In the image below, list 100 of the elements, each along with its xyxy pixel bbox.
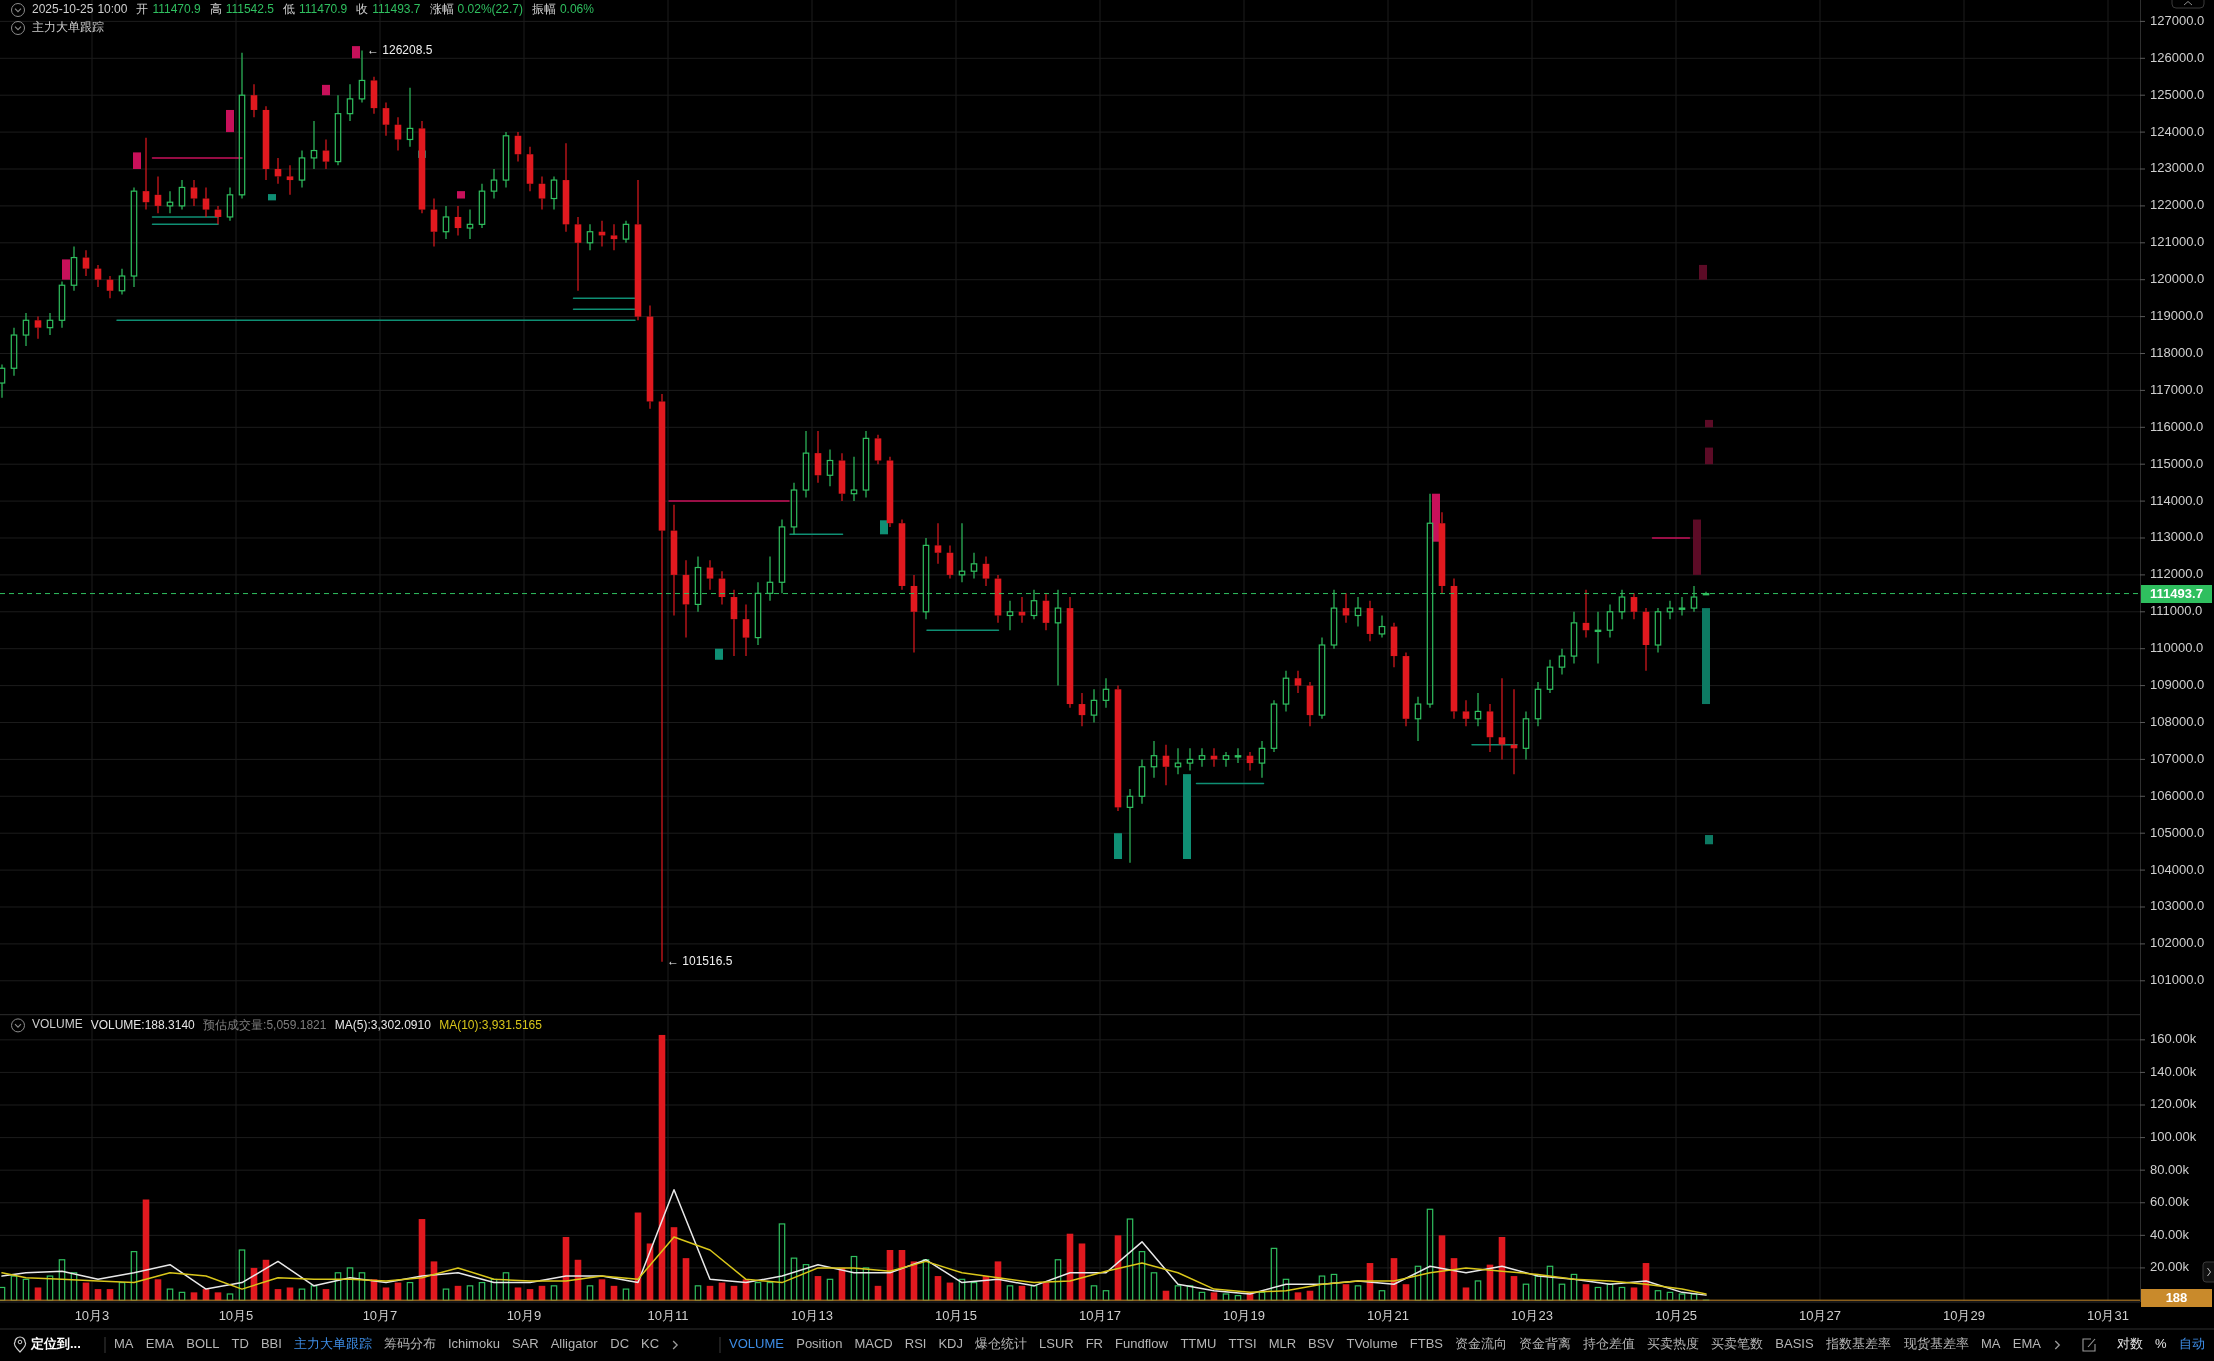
toolbar-item: Alligator — [550, 1336, 598, 1352]
x-tick-label: 10月5 — [218, 1307, 254, 1323]
toolbar-item: MA — [1980, 1336, 2001, 1352]
x-tick-label: 10月7 — [362, 1307, 398, 1323]
toolbar-item: 资金流向 — [1455, 1336, 1508, 1352]
y-tick-label: 140.00k — [2150, 1063, 2197, 1079]
y-tick-label: 104000.0 — [2150, 861, 2205, 877]
toolbar-item: 对数 — [2117, 1336, 2143, 1352]
subtitle: 主力大单跟踪 — [32, 20, 104, 35]
subtitle: VOLUME:188.3140 — [90, 1017, 195, 1032]
toolbar-item: DC — [610, 1336, 630, 1352]
y-tick-label: 101000.0 — [2150, 972, 2205, 988]
toolbar-item: Position — [796, 1336, 843, 1352]
toolbar-item: BBI — [260, 1336, 282, 1352]
y-tick-label: 80.00k — [2150, 1161, 2190, 1177]
y-tick-label: 123000.0 — [2150, 160, 2205, 176]
toolbar-item: FTBS — [1409, 1336, 1443, 1352]
y-tick-label: 114000.0 — [2150, 492, 2204, 508]
y-tick-label: 105000.0 — [2150, 824, 2205, 840]
toolbar-item: TTMU — [1180, 1336, 1217, 1352]
y-tick-label: 111000.0 — [2150, 603, 2203, 619]
y-tick-label: 60.00k — [2150, 1194, 2190, 1210]
toolbar-item: MLR — [1268, 1336, 1297, 1352]
toolbar-item: % — [2155, 1336, 2167, 1352]
toolbar-item: 爆仓统计 — [975, 1336, 1027, 1352]
x-tick-label: 10月3 — [74, 1307, 110, 1323]
y-tick-label: 102000.0 — [2150, 935, 2205, 951]
x-tick-label: 10月19 — [1223, 1307, 1265, 1323]
toolbar-item: 现货基差率 — [1903, 1336, 1969, 1352]
x-tick-label: 10月27 — [1799, 1307, 1841, 1323]
x-tick-label: 10月13 — [791, 1307, 833, 1323]
x-tick-label: 10月15 — [935, 1307, 977, 1323]
toolbar-item: Ichimoku — [447, 1336, 500, 1352]
x-tick-label: 10月31 — [2087, 1307, 2129, 1323]
y-tick-label: 127000.0 — [2150, 12, 2205, 28]
y-tick-label: 160.00k — [2150, 1031, 2197, 1047]
y-tick-label: 120.00k — [2150, 1096, 2197, 1112]
toolbar-item: 买卖笔数 — [1711, 1336, 1764, 1352]
y-tick-label: 126000.0 — [2150, 49, 2205, 65]
toolbar-item: 指数基差率 — [1825, 1336, 1891, 1352]
toolbar-item: KDJ — [938, 1336, 963, 1352]
y-tick-label: 122000.0 — [2150, 197, 2205, 213]
toolbar-item: KC — [641, 1336, 660, 1352]
y-tick-label: 117000.0 — [2150, 381, 2204, 397]
toolbar-item: EMA — [2012, 1336, 2041, 1352]
y-tick-label: 115000.0 — [2150, 455, 2204, 471]
series-name: MA(10):3,931.5165 — [439, 1017, 542, 1032]
toolbar-item: BASIS — [1775, 1336, 1814, 1352]
y-tick-label: 110000.0 — [2150, 640, 2204, 656]
annotation: 预估成交量:5,059.1821 — [203, 1017, 327, 1032]
y-tick-label: 124000.0 — [2150, 123, 2205, 139]
y-tick-label: 106000.0 — [2150, 787, 2205, 803]
y-tick-label: 120000.0 — [2150, 271, 2205, 287]
y-tick-label: 116000.0 — [2150, 418, 2204, 434]
toolbar-item: BSV — [1308, 1336, 1335, 1352]
toolbar-item: EMA — [145, 1336, 174, 1352]
toolbar-item: 筹码分布 — [383, 1336, 436, 1352]
toolbar-item: 定位到... — [31, 1336, 81, 1352]
toolbar-item: 持仓差值 — [1583, 1336, 1636, 1352]
y-tick-label: 121000.0 — [2150, 234, 2205, 250]
y-tick-label: 103000.0 — [2150, 898, 2205, 914]
toolbar-item: 买卖热度 — [1647, 1336, 1700, 1352]
x-tick-label: 10月21 — [1367, 1307, 1409, 1323]
toolbar-item: TTSI — [1228, 1336, 1257, 1352]
y-tick-label: 118000.0 — [2150, 344, 2204, 360]
toolbar-item: 主力大单跟踪 — [293, 1336, 372, 1352]
title: 2025-10-25 10:00 开 111470.9 高 111542.5 低 111470.9 收 111493.7 涨幅 0.02%(22.7) 振幅 0.06% — [32, 2, 594, 17]
y-tick-label: 125000.0 — [2150, 86, 2205, 102]
x-tick-label: 10月9 — [506, 1307, 542, 1323]
toolbar-item: Fundflow — [1115, 1336, 1168, 1352]
title: VOLUME — [32, 1017, 83, 1032]
x-tick-label: 10月17 — [1079, 1307, 1121, 1323]
toolbar-item: VOLUME — [729, 1336, 784, 1352]
toolbar-item: 自动 — [2179, 1336, 2205, 1352]
x-tick-label: 10月29 — [1943, 1307, 1985, 1323]
toolbar-item: MA — [114, 1336, 134, 1352]
toolbar-item: RSI — [904, 1336, 927, 1352]
series-name: MA(5):3,302.0910 — [334, 1017, 431, 1032]
y-tick-label: 119000.0 — [2150, 308, 2204, 324]
y-tick-label: 40.00k — [2150, 1226, 2190, 1242]
y-tick-label: 109000.0 — [2150, 677, 2205, 693]
x-tick-label: 10月25 — [1655, 1307, 1697, 1323]
toolbar-item: TVolume — [1346, 1336, 1398, 1352]
toolbar-item: MACD — [854, 1336, 893, 1352]
y-tick-label: 100.00k — [2150, 1129, 2197, 1144]
x-tick-label: 10月11 — [647, 1307, 689, 1323]
toolbar-item: FR — [1085, 1336, 1104, 1352]
y-tick-label: 112000.0 — [2150, 566, 2204, 582]
annotation: ← 126208.5 — [367, 42, 433, 57]
annotation: ← 101516.5 — [667, 953, 733, 968]
x-tick-label: 10月23 — [1511, 1307, 1553, 1323]
toolbar-item: TD — [231, 1336, 249, 1352]
y-tick-label: 108000.0 — [2150, 713, 2205, 729]
y-tick-label: 20.00k — [2150, 1259, 2190, 1275]
y-tick-label: 107000.0 — [2150, 750, 2205, 766]
y-tick-label: 113000.0 — [2150, 529, 2204, 545]
toolbar-item: 资金背离 — [1519, 1336, 1572, 1352]
toolbar-item: LSUR — [1039, 1336, 1074, 1352]
toolbar-item: SAR — [511, 1336, 539, 1352]
toolbar-item: BOLL — [186, 1336, 220, 1352]
